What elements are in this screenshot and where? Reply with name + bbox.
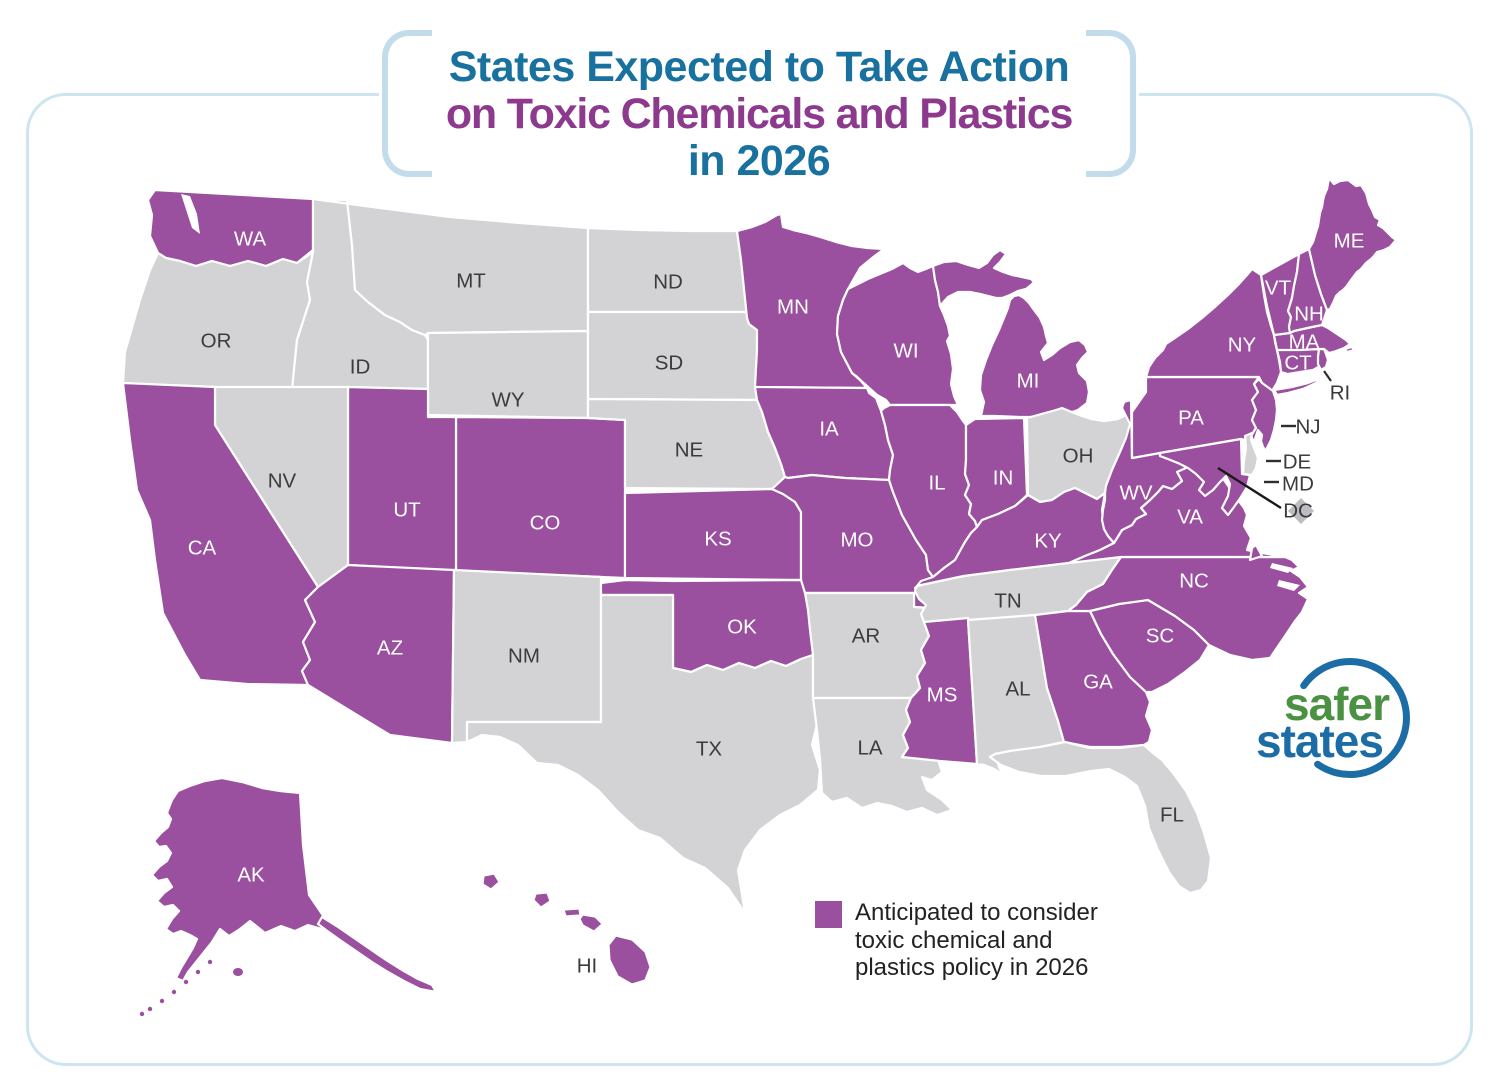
- svg-text:MD: MD: [1282, 472, 1314, 495]
- svg-text:NC: NC: [1179, 569, 1209, 592]
- svg-text:PA: PA: [1178, 406, 1204, 429]
- svg-text:AZ: AZ: [377, 636, 403, 659]
- svg-text:AR: AR: [852, 624, 880, 647]
- svg-text:WA: WA: [234, 227, 267, 250]
- svg-text:DE: DE: [1283, 450, 1311, 473]
- svg-text:OK: OK: [727, 615, 757, 638]
- svg-text:TX: TX: [696, 737, 723, 760]
- svg-text:AK: AK: [237, 863, 265, 886]
- svg-text:WY: WY: [491, 388, 524, 411]
- svg-text:TN: TN: [994, 589, 1021, 612]
- svg-text:IL: IL: [928, 471, 945, 494]
- svg-text:KS: KS: [704, 527, 731, 550]
- svg-text:NV: NV: [268, 469, 297, 492]
- svg-text:MT: MT: [456, 269, 486, 292]
- svg-text:DC: DC: [1283, 499, 1313, 522]
- svg-text:GA: GA: [1083, 670, 1113, 693]
- svg-text:SD: SD: [655, 351, 683, 374]
- svg-text:VT: VT: [1265, 276, 1292, 299]
- svg-text:FL: FL: [1160, 803, 1184, 826]
- svg-text:LA: LA: [857, 736, 882, 759]
- svg-text:WI: WI: [893, 339, 918, 362]
- svg-text:MA: MA: [1289, 330, 1320, 353]
- svg-text:UT: UT: [393, 498, 421, 521]
- svg-text:CT: CT: [1284, 351, 1312, 374]
- svg-text:MN: MN: [777, 295, 809, 318]
- svg-text:MS: MS: [927, 683, 958, 706]
- svg-text:NH: NH: [1294, 302, 1324, 325]
- svg-text:MO: MO: [840, 528, 873, 551]
- svg-text:CO: CO: [530, 511, 561, 534]
- svg-text:NM: NM: [508, 644, 540, 667]
- svg-text:AL: AL: [1005, 677, 1030, 700]
- svg-text:ID: ID: [350, 355, 371, 378]
- svg-text:CA: CA: [188, 536, 217, 559]
- svg-text:MI: MI: [1017, 369, 1040, 392]
- svg-text:IN: IN: [993, 466, 1014, 489]
- svg-text:RI: RI: [1330, 381, 1351, 404]
- svg-text:WV: WV: [1119, 481, 1152, 504]
- svg-text:NE: NE: [675, 438, 703, 461]
- svg-text:OR: OR: [201, 329, 232, 352]
- svg-text:HI: HI: [577, 954, 598, 977]
- svg-text:VA: VA: [1177, 505, 1203, 528]
- svg-text:IA: IA: [819, 417, 839, 440]
- svg-text:KY: KY: [1034, 529, 1062, 552]
- svg-text:NJ: NJ: [1295, 415, 1320, 438]
- svg-text:ND: ND: [653, 270, 683, 293]
- svg-text:NY: NY: [1228, 333, 1257, 356]
- svg-text:SC: SC: [1146, 624, 1175, 647]
- svg-text:ME: ME: [1334, 229, 1365, 252]
- svg-text:OH: OH: [1063, 444, 1094, 467]
